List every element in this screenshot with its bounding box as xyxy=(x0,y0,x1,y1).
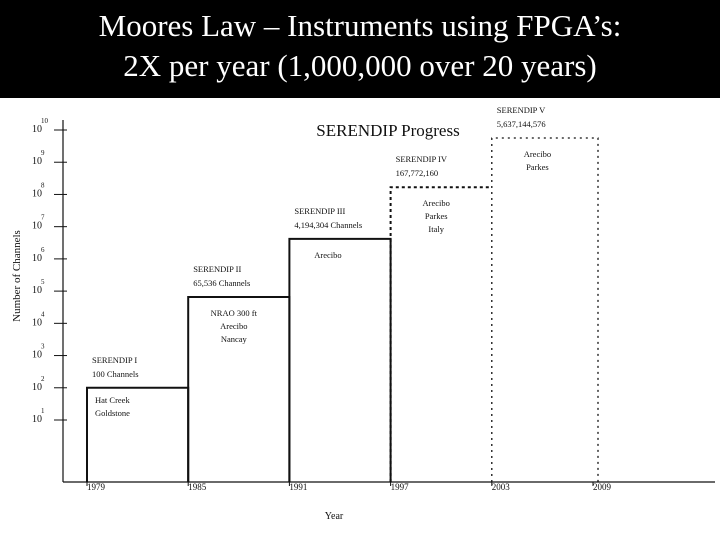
y-tick-label: 10 xyxy=(32,156,42,167)
bar-name-label: SERENDIP I xyxy=(92,355,137,365)
slide-title-line-1: Moores Law – Instruments using FPGA’s: xyxy=(98,8,622,43)
bar-serendip-v: SERENDIP V 5,637,144,576 Arecibo Parkes xyxy=(491,105,599,482)
bar-site-label: Hat Creek xyxy=(95,395,130,405)
bar-value-label: 5,637,144,576 xyxy=(497,119,546,129)
bar-name-label: SERENDIP IV xyxy=(396,154,448,164)
y-axis-label: Number of Channels xyxy=(11,230,23,322)
bar-site-label: Goldstone xyxy=(95,408,130,418)
bar-serendip-i: SERENDIP I 100 Channels Hat Creek Goldstone xyxy=(86,355,190,482)
bar-value-label: 167,772,160 xyxy=(396,168,439,178)
y-tick-label: 10 xyxy=(32,285,42,296)
y-tick-exponent: 5 xyxy=(41,278,45,286)
y-tick-exponent: 6 xyxy=(41,246,45,254)
y-tick-label: 10 xyxy=(32,253,42,264)
bar-series: SERENDIP I 100 Channels Hat Creek Goldstone… xyxy=(86,105,599,482)
bar-outline xyxy=(389,186,492,482)
x-tick-label: 1979 xyxy=(87,482,106,492)
bar-site-label: Arecibo xyxy=(314,250,341,260)
bar-serendip-ii: SERENDIP II 65,536 Channels NRAO 300 ft Are… xyxy=(187,264,291,482)
bar-serendip-iv: SERENDIP IV 167,772,160 Arecibo Parkes Italy xyxy=(389,154,492,482)
y-tick-label: 10 xyxy=(32,350,42,361)
bar-site-label: NRAO 300 ft xyxy=(211,308,258,318)
bar-outline xyxy=(288,237,392,482)
bar-name-label: SERENDIP V xyxy=(497,105,546,115)
bar-name-label: SERENDIP III xyxy=(294,206,345,216)
bar-serendip-iii: SERENDIP III 4,194,304 Channels Arecibo xyxy=(288,206,392,482)
chart-container: SERENDIP Progress Number of Channels Yea… xyxy=(0,98,720,540)
y-tick-label: 10 xyxy=(32,317,42,328)
y-tick-exponent: 4 xyxy=(41,310,45,318)
x-axis-ticks: 1979 1985 1991 1997 2003 2009 xyxy=(86,482,612,492)
x-tick-label: 2003 xyxy=(492,482,511,492)
x-tick-label: 1985 xyxy=(188,482,207,492)
bar-value-label: 4,194,304 Channels xyxy=(294,220,362,230)
slide-title-line-2: 2X per year (1,000,000 over 20 years) xyxy=(123,48,597,83)
y-tick-exponent: 7 xyxy=(41,214,45,222)
bar-value-label: 65,536 Channels xyxy=(193,278,250,288)
bar-name-label: SERENDIP II xyxy=(193,264,241,274)
y-tick-label: 10 xyxy=(32,124,42,135)
y-tick-exponent: 9 xyxy=(41,149,45,157)
slide-title-band: Moores Law – Instruments using FPGA’s: 2… xyxy=(0,0,720,98)
y-tick-label: 10 xyxy=(32,188,42,199)
y-tick-label: 10 xyxy=(32,382,42,393)
x-axis-label: Year xyxy=(325,511,344,522)
bar-value-label: 100 Channels xyxy=(92,369,139,379)
bar-site-label: Parkes xyxy=(526,162,549,172)
x-tick-label: 1997 xyxy=(391,482,410,492)
y-tick-exponent: 8 xyxy=(41,181,45,189)
y-tick-label: 10 xyxy=(32,414,42,425)
y-tick-exponent: 1 xyxy=(41,407,45,415)
chart-title: SERENDIP Progress xyxy=(316,121,459,140)
y-tick-exponent: 2 xyxy=(41,375,45,383)
y-tick-label: 10 xyxy=(32,221,42,232)
serendip-progress-chart: SERENDIP Progress Number of Channels Yea… xyxy=(11,105,715,522)
bar-site-label: Arecibo xyxy=(524,149,551,159)
bar-site-label: Arecibo xyxy=(423,198,450,208)
bar-outline xyxy=(491,137,599,482)
bar-site-label: Arecibo xyxy=(220,321,247,331)
x-tick-label: 2009 xyxy=(593,482,612,492)
bar-site-label: Italy xyxy=(428,224,444,234)
bar-site-label: Parkes xyxy=(425,211,448,221)
y-tick-exponent: 10 xyxy=(41,117,49,125)
x-tick-label: 1991 xyxy=(289,482,307,492)
y-tick-exponent: 3 xyxy=(41,343,45,351)
bar-site-label: Nancay xyxy=(221,334,248,344)
